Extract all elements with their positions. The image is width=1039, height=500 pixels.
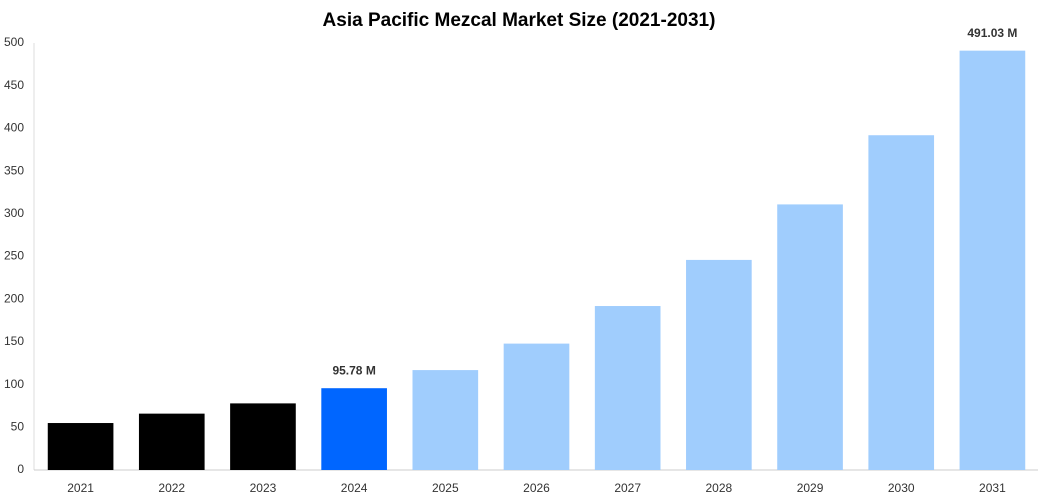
x-tick-label: 2027 (614, 481, 641, 495)
value-label: 95.78 M (332, 363, 375, 377)
bar (138, 413, 205, 470)
y-tick-label: 200 (4, 291, 24, 305)
bar (412, 370, 479, 470)
x-tick-label: 2029 (797, 481, 824, 495)
x-tick-label: 2023 (250, 481, 277, 495)
x-tick-label: 2031 (979, 481, 1006, 495)
x-tick-label: 2025 (432, 481, 459, 495)
y-tick-label: 500 (4, 35, 24, 49)
x-tick-label: 2022 (158, 481, 185, 495)
value-label: 491.03 M (967, 26, 1017, 40)
x-tick-label: 2030 (888, 481, 915, 495)
y-tick-label: 450 (4, 78, 24, 92)
bar (47, 423, 114, 470)
y-tick-label: 400 (4, 121, 24, 135)
y-tick-label: 50 (11, 419, 25, 433)
bar (321, 388, 387, 470)
bar (230, 403, 296, 470)
x-tick-label: 2021 (67, 481, 94, 495)
bar (868, 135, 935, 470)
y-tick-label: 300 (4, 206, 24, 220)
y-tick-label: 0 (17, 462, 24, 476)
bar (503, 343, 570, 470)
bar (594, 306, 661, 470)
y-tick-label: 150 (4, 334, 24, 348)
y-tick-label: 350 (4, 163, 24, 177)
y-tick-label: 250 (4, 249, 24, 263)
bar (959, 50, 1026, 471)
x-tick-label: 2026 (523, 481, 550, 495)
y-tick-label: 100 (4, 377, 24, 391)
bar (686, 259, 752, 470)
x-tick-label: 2028 (706, 481, 733, 495)
x-tick-label: 2024 (341, 481, 368, 495)
chart-title: Asia Pacific Mezcal Market Size (2021-20… (323, 10, 716, 31)
bar (777, 204, 843, 470)
